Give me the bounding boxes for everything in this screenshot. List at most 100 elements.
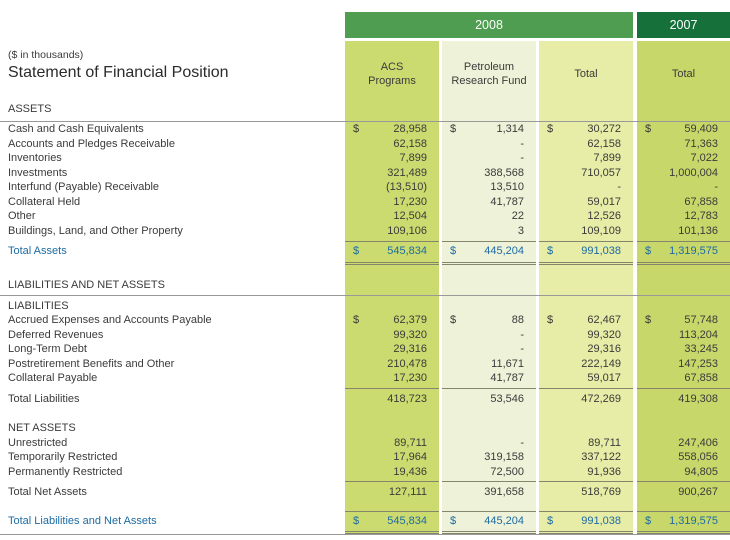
cell-petroleum-research-fund: 53,546 bbox=[442, 387, 536, 407]
cell-value: - bbox=[520, 137, 524, 150]
section-heading-liabilities-and-net-assets: LIABILITIES AND NET ASSETS bbox=[8, 278, 165, 291]
cell-value: 391,658 bbox=[484, 486, 524, 498]
currency-sign bbox=[345, 195, 353, 210]
row-label: Long-Term Debt bbox=[8, 343, 87, 355]
table-row: Collateral Payable 17,230 41,787 59,017 … bbox=[0, 371, 730, 386]
cell-petroleum-research-fund: 391,658 bbox=[442, 481, 536, 500]
cell-total-2008: $991,038 bbox=[539, 510, 633, 534]
cell-petroleum-research-fund: 3 bbox=[442, 224, 536, 239]
currency-sign bbox=[442, 465, 450, 480]
cell-value: 99,320 bbox=[393, 328, 427, 341]
currency-sign bbox=[345, 137, 353, 152]
cell-value: 91,936 bbox=[587, 465, 621, 478]
year-band-2007: 2007 bbox=[637, 12, 730, 38]
cell-value: 991,038 bbox=[581, 514, 621, 527]
cell-value: 321,489 bbox=[387, 166, 427, 179]
currency-sign bbox=[539, 392, 547, 407]
spacer bbox=[0, 265, 730, 273]
row-label: Collateral Payable bbox=[8, 372, 98, 384]
section-heading-liabilities: LIABILITIES bbox=[8, 299, 69, 312]
cell-value: - bbox=[520, 328, 524, 341]
currency-sign bbox=[442, 371, 450, 386]
column-header-total-2008: Total bbox=[574, 68, 598, 80]
cell-value: 71,363 bbox=[684, 137, 718, 150]
cell-value: 99,320 bbox=[587, 328, 621, 341]
row-label: Buildings, Land, and Other Property bbox=[8, 224, 183, 237]
table-row: Interfund (Payable) Receivable (13,510) … bbox=[0, 180, 730, 195]
liabilities-rows: Accrued Expenses and Accounts Payable $6… bbox=[0, 313, 730, 406]
cell-petroleum-research-fund: - bbox=[442, 436, 536, 451]
cell-value: 41,787 bbox=[490, 195, 524, 208]
currency-sign bbox=[539, 450, 547, 465]
currency-sign: $ bbox=[450, 123, 457, 135]
cell-value: 222,149 bbox=[581, 357, 621, 370]
cell-acs-programs: 321,489 bbox=[345, 166, 439, 181]
cell-total-2007: $1,319,575 bbox=[637, 510, 730, 534]
currency-sign bbox=[442, 342, 450, 357]
currency-sign bbox=[345, 450, 353, 465]
currency-sign: $ bbox=[450, 245, 457, 257]
cell-acs-programs: 127,111 bbox=[345, 481, 439, 500]
currency-sign bbox=[345, 224, 353, 239]
cell-total-2007: 247,406 bbox=[637, 436, 730, 451]
cell-value: 62,158 bbox=[587, 137, 621, 150]
currency-sign bbox=[442, 450, 450, 465]
section-heading-net-assets: NET ASSETS bbox=[8, 422, 76, 434]
row-label: Total Net Assets bbox=[8, 486, 87, 498]
cell-value: 7,899 bbox=[399, 152, 427, 164]
currency-sign: $ bbox=[645, 314, 652, 326]
cell-petroleum-research-fund: - bbox=[442, 137, 536, 152]
cell-total-2007: 12,783 bbox=[637, 209, 730, 224]
cell-value: 29,316 bbox=[393, 343, 427, 355]
cell-total-2007: 33,245 bbox=[637, 342, 730, 357]
cell-value: 59,409 bbox=[684, 123, 718, 135]
row-label: Inventories bbox=[8, 152, 62, 164]
currency-sign bbox=[539, 371, 547, 386]
cell-value: 72,500 bbox=[490, 465, 524, 478]
currency-sign bbox=[442, 166, 450, 181]
cell-value: 210,478 bbox=[387, 357, 427, 370]
spacer bbox=[0, 406, 730, 418]
spacer bbox=[0, 500, 730, 508]
cell-value: 1,314 bbox=[496, 123, 524, 135]
currency-sign bbox=[637, 357, 645, 372]
cell-value: 17,230 bbox=[393, 195, 427, 208]
row-label: Accrued Expenses and Accounts Payable bbox=[8, 314, 212, 326]
cell-value: 101,136 bbox=[678, 224, 718, 237]
cell-value: 991,038 bbox=[581, 245, 621, 257]
currency-sign bbox=[637, 450, 645, 465]
cell-total-2007: 101,136 bbox=[637, 224, 730, 239]
cell-total-2008: 710,057 bbox=[539, 166, 633, 181]
table-row: Collateral Held 17,230 41,787 59,017 67,… bbox=[0, 195, 730, 210]
table-row: Buildings, Land, and Other Property 109,… bbox=[0, 224, 730, 239]
currency-sign bbox=[539, 436, 547, 451]
year-band-2008: 2008 bbox=[345, 12, 633, 38]
currency-sign bbox=[637, 436, 645, 451]
cell-total-2008: 59,017 bbox=[539, 371, 633, 386]
cell-petroleum-research-fund: 41,787 bbox=[442, 371, 536, 386]
cell-petroleum-research-fund: $1,314 bbox=[442, 122, 536, 137]
currency-sign bbox=[637, 485, 645, 500]
cell-petroleum-research-fund: $445,204 bbox=[442, 510, 536, 534]
cell-total-2007: $59,409 bbox=[637, 122, 730, 137]
currency-sign bbox=[539, 485, 547, 500]
currency-sign: $ bbox=[547, 514, 554, 527]
cell-petroleum-research-fund: 22 bbox=[442, 209, 536, 224]
column-header-acs-programs: ACS Programs bbox=[368, 61, 416, 87]
table-row: Accounts and Pledges Receivable 62,158 -… bbox=[0, 137, 730, 152]
cell-acs-programs: (13,510) bbox=[345, 180, 439, 195]
row-label: Interfund (Payable) Receivable bbox=[8, 181, 160, 193]
currency-sign bbox=[345, 180, 353, 195]
cell-value: 147,253 bbox=[678, 357, 718, 370]
cell-value: 17,230 bbox=[393, 372, 427, 384]
table-row: Unrestricted 89,711 - 89,711 247,406 bbox=[0, 436, 730, 451]
currency-sign bbox=[442, 195, 450, 210]
cell-value: 89,711 bbox=[588, 436, 621, 449]
row-label: Unrestricted bbox=[8, 436, 68, 449]
cell-total-2008: 99,320 bbox=[539, 328, 633, 343]
cell-value: 67,858 bbox=[684, 372, 718, 384]
currency-sign: $ bbox=[353, 314, 360, 326]
table-content: ($ in thousands) Statement of Financial … bbox=[0, 41, 730, 534]
cell-value: 7,022 bbox=[690, 152, 718, 164]
cell-value: 62,467 bbox=[587, 314, 621, 326]
